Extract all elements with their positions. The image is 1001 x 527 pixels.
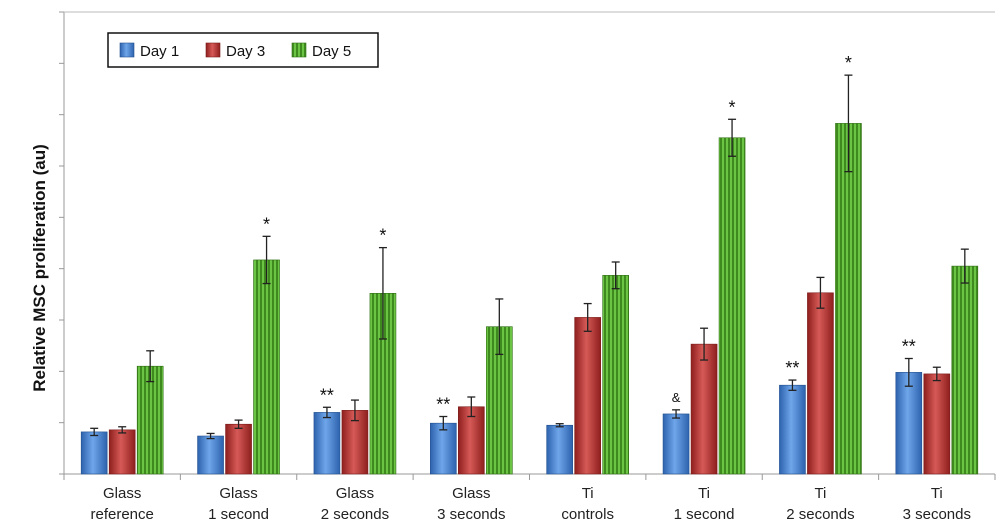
legend-box: [107, 32, 379, 68]
legend: Day 1 Day 3 Day 5: [107, 32, 379, 68]
x-tick-label: 1 second: [208, 506, 269, 523]
bar-day-5-7: [951, 265, 979, 475]
bars-layer: [80, 123, 979, 475]
bar-day-3-5: [690, 343, 718, 475]
bar-day-5-6: [835, 123, 862, 475]
x-tick-label: Glass: [452, 485, 490, 502]
legend-swatch: [291, 42, 307, 58]
bar-day-5-1: [253, 259, 280, 475]
x-tick-label: 3 seconds: [437, 506, 505, 523]
y-axis-label: Relative MSC proliferation (au): [30, 144, 49, 391]
significance-annotation: *: [263, 214, 270, 234]
significance-annotation: *: [379, 226, 386, 246]
significance-annotation: *: [729, 97, 736, 117]
significance-annotation: **: [785, 358, 799, 378]
bar-day-1-6: [779, 384, 806, 475]
significance-annotation: **: [436, 395, 450, 415]
x-tick-label: Ti: [698, 485, 710, 502]
significance-annotation: *: [845, 53, 852, 73]
bar-day-1-3: [430, 422, 457, 475]
bar-day-3-0: [108, 429, 136, 475]
significance-annotation: &: [672, 390, 681, 405]
x-tick-label: Ti: [931, 485, 943, 502]
x-tick-label: Ti: [582, 485, 594, 502]
bar-day-3-6: [807, 292, 834, 475]
bar-day-3-4: [574, 317, 601, 475]
bar-day-1-1: [197, 435, 224, 475]
bar-day-3-1: [225, 423, 252, 475]
bar-day-1-4: [546, 424, 573, 475]
legend-label: Day 3: [226, 43, 265, 60]
x-tick-label: reference: [91, 506, 154, 523]
x-tick-label: Ti: [814, 485, 826, 502]
x-tick-label: Glass: [103, 485, 141, 502]
x-tick-label: 1 second: [674, 506, 735, 523]
bar-day-3-7: [923, 373, 951, 475]
significance-annotation: **: [320, 385, 334, 405]
annotations-layer: ** ** &********: [263, 53, 916, 414]
legend-label: Day 1: [140, 43, 179, 60]
x-tick-label: 2 seconds: [786, 506, 854, 523]
bar-day-1-7: [895, 372, 923, 475]
error-bars-layer: [90, 74, 969, 440]
x-tick-label: Glass: [336, 485, 374, 502]
bar-day-5-4: [602, 275, 629, 475]
bar-day-1-2: [313, 412, 341, 475]
x-tick-label: 3 seconds: [903, 506, 971, 523]
bar-day-1-5: [662, 413, 690, 475]
x-tick-label: Glass: [219, 485, 257, 502]
x-tick-labels: Glass reference Glass 1 second Glass 2 second…: [91, 485, 972, 523]
bar-day-5-0: [136, 365, 164, 475]
significance-annotation: **: [902, 337, 916, 357]
legend-label: Day 5: [312, 43, 351, 60]
x-tick-label: 2 seconds: [321, 506, 389, 523]
bar-day-1-0: [80, 431, 108, 475]
legend-swatch: [119, 42, 135, 58]
bar-day-5-5: [718, 137, 746, 475]
x-tick-label: controls: [561, 506, 614, 523]
bar-day-3-3: [458, 406, 485, 475]
legend-swatch: [205, 42, 221, 58]
